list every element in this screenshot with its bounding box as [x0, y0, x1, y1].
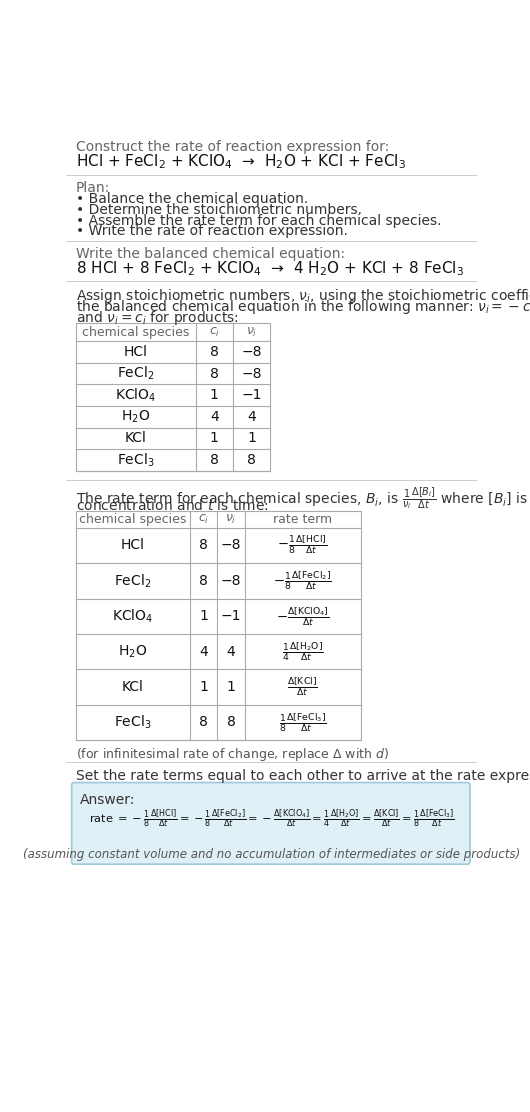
Text: (for infinitesimal rate of change, replace Δ with $d$): (for infinitesimal rate of change, repla… [76, 746, 388, 763]
Text: $c_i$: $c_i$ [198, 513, 209, 526]
Text: KClO$_4$: KClO$_4$ [112, 607, 154, 625]
Text: $-\frac{1}{8}\frac{\Delta[\mathrm{HCl}]}{\Delta t}$: $-\frac{1}{8}\frac{\Delta[\mathrm{HCl}]}… [278, 535, 328, 556]
Text: • Determine the stoichiometric numbers.: • Determine the stoichiometric numbers. [76, 202, 361, 217]
Bar [76, 322, 270, 470]
FancyBboxPatch shape [72, 783, 470, 864]
Text: $\frac{1}{8}\frac{\Delta[\mathrm{FeCl_3}]}{\Delta t}$: $\frac{1}{8}\frac{\Delta[\mathrm{FeCl_3}… [279, 711, 326, 734]
Text: 8: 8 [199, 715, 208, 729]
Text: 1: 1 [199, 609, 208, 623]
Text: Write the balanced chemical equation:: Write the balanced chemical equation: [76, 247, 344, 261]
Text: 4: 4 [226, 645, 235, 658]
Text: 1: 1 [199, 681, 208, 694]
Text: 4: 4 [247, 410, 256, 424]
Text: H$_2$O: H$_2$O [121, 408, 150, 425]
Text: Answer:: Answer: [80, 793, 136, 806]
Text: 4: 4 [210, 410, 219, 424]
Text: 8: 8 [199, 538, 208, 553]
Text: −8: −8 [241, 345, 262, 359]
Text: $\nu_i$: $\nu_i$ [246, 326, 257, 339]
Text: rate term: rate term [273, 513, 332, 526]
Text: $-\frac{1}{8}\frac{\Delta[\mathrm{FeCl_2}]}{\Delta t}$: $-\frac{1}{8}\frac{\Delta[\mathrm{FeCl_2… [273, 569, 332, 593]
Text: H$_2$O: H$_2$O [118, 644, 147, 659]
Text: Plan:: Plan: [76, 181, 110, 196]
Text: HCl: HCl [121, 538, 145, 553]
Text: −8: −8 [220, 538, 241, 553]
Text: Construct the rate of reaction expression for:: Construct the rate of reaction expressio… [76, 140, 389, 153]
Bar [76, 510, 361, 741]
Text: Set the rate terms equal to each other to arrive at the rate expression:: Set the rate terms equal to each other t… [76, 770, 530, 784]
Text: 8: 8 [210, 367, 219, 380]
Text: 8: 8 [247, 453, 256, 467]
Text: 8: 8 [210, 345, 219, 359]
Text: FeCl$_2$: FeCl$_2$ [114, 572, 152, 589]
Text: KCl: KCl [122, 681, 144, 694]
Text: KCl: KCl [125, 431, 147, 446]
Text: −8: −8 [241, 367, 262, 380]
Text: (assuming constant volume and no accumulation of intermediates or side products): (assuming constant volume and no accumul… [23, 848, 520, 861]
Text: HCl + FeCl$_2$ + KClO$_4$  →  H$_2$O + KCl + FeCl$_3$: HCl + FeCl$_2$ + KClO$_4$ → H$_2$O + KCl… [76, 152, 405, 170]
Text: 4: 4 [199, 645, 208, 658]
Text: KClO$_4$: KClO$_4$ [115, 387, 156, 404]
Text: 8: 8 [199, 574, 208, 588]
Text: • Assemble the rate term for each chemical species.: • Assemble the rate term for each chemic… [76, 214, 441, 228]
Text: HCl: HCl [123, 345, 148, 359]
Text: FeCl$_3$: FeCl$_3$ [117, 451, 154, 468]
Text: $\frac{\Delta[\mathrm{KCl}]}{\Delta t}$: $\frac{\Delta[\mathrm{KCl}]}{\Delta t}$ [287, 676, 318, 698]
Text: $c_i$: $c_i$ [209, 326, 220, 339]
Text: 8 HCl + 8 FeCl$_2$ + KClO$_4$  →  4 H$_2$O + KCl + 8 FeCl$_3$: 8 HCl + 8 FeCl$_2$ + KClO$_4$ → 4 H$_2$O… [76, 260, 464, 278]
Text: • Write the rate of reaction expression.: • Write the rate of reaction expression. [76, 225, 348, 238]
Text: rate $= -\frac{1}{8}\frac{\Delta[\mathrm{HCl}]}{\Delta t} = -\frac{1}{8}\frac{\D: rate $= -\frac{1}{8}\frac{\Delta[\mathrm… [89, 807, 454, 831]
Text: FeCl$_2$: FeCl$_2$ [117, 365, 154, 383]
Text: Assign stoichiometric numbers, $\nu_i$, using the stoichiometric coefficients, $: Assign stoichiometric numbers, $\nu_i$, … [76, 287, 530, 306]
Text: −8: −8 [220, 574, 241, 588]
Text: 1: 1 [210, 431, 219, 446]
Text: • Balance the chemical equation.: • Balance the chemical equation. [76, 192, 308, 206]
Text: $\frac{1}{4}\frac{\Delta[\mathrm{H_2O}]}{\Delta t}$: $\frac{1}{4}\frac{\Delta[\mathrm{H_2O}]}… [281, 641, 323, 663]
Text: chemical species: chemical species [79, 513, 187, 526]
Text: chemical species: chemical species [82, 326, 189, 338]
Text: The rate term for each chemical species, $B_i$, is $\frac{1}{\nu_i}\frac{\Delta[: The rate term for each chemical species,… [76, 486, 530, 513]
Text: 8: 8 [210, 453, 219, 467]
Text: 1: 1 [210, 388, 219, 403]
Text: $\nu_i$: $\nu_i$ [225, 513, 236, 526]
Text: 1: 1 [226, 681, 235, 694]
Text: concentration and $t$ is time:: concentration and $t$ is time: [76, 498, 268, 514]
Text: and $\nu_i = c_i$ for products:: and $\nu_i = c_i$ for products: [76, 309, 239, 327]
Text: 1: 1 [247, 431, 256, 446]
Text: the balanced chemical equation in the following manner: $\nu_i = -c_i$ for react: the balanced chemical equation in the fo… [76, 298, 530, 316]
Text: FeCl$_3$: FeCl$_3$ [114, 714, 152, 732]
Text: −1: −1 [220, 609, 241, 623]
Text: $-\frac{\Delta[\mathrm{KClO_4}]}{\Delta t}$: $-\frac{\Delta[\mathrm{KClO_4}]}{\Delta … [276, 605, 330, 627]
Text: −1: −1 [241, 388, 262, 403]
Text: 8: 8 [226, 715, 235, 729]
